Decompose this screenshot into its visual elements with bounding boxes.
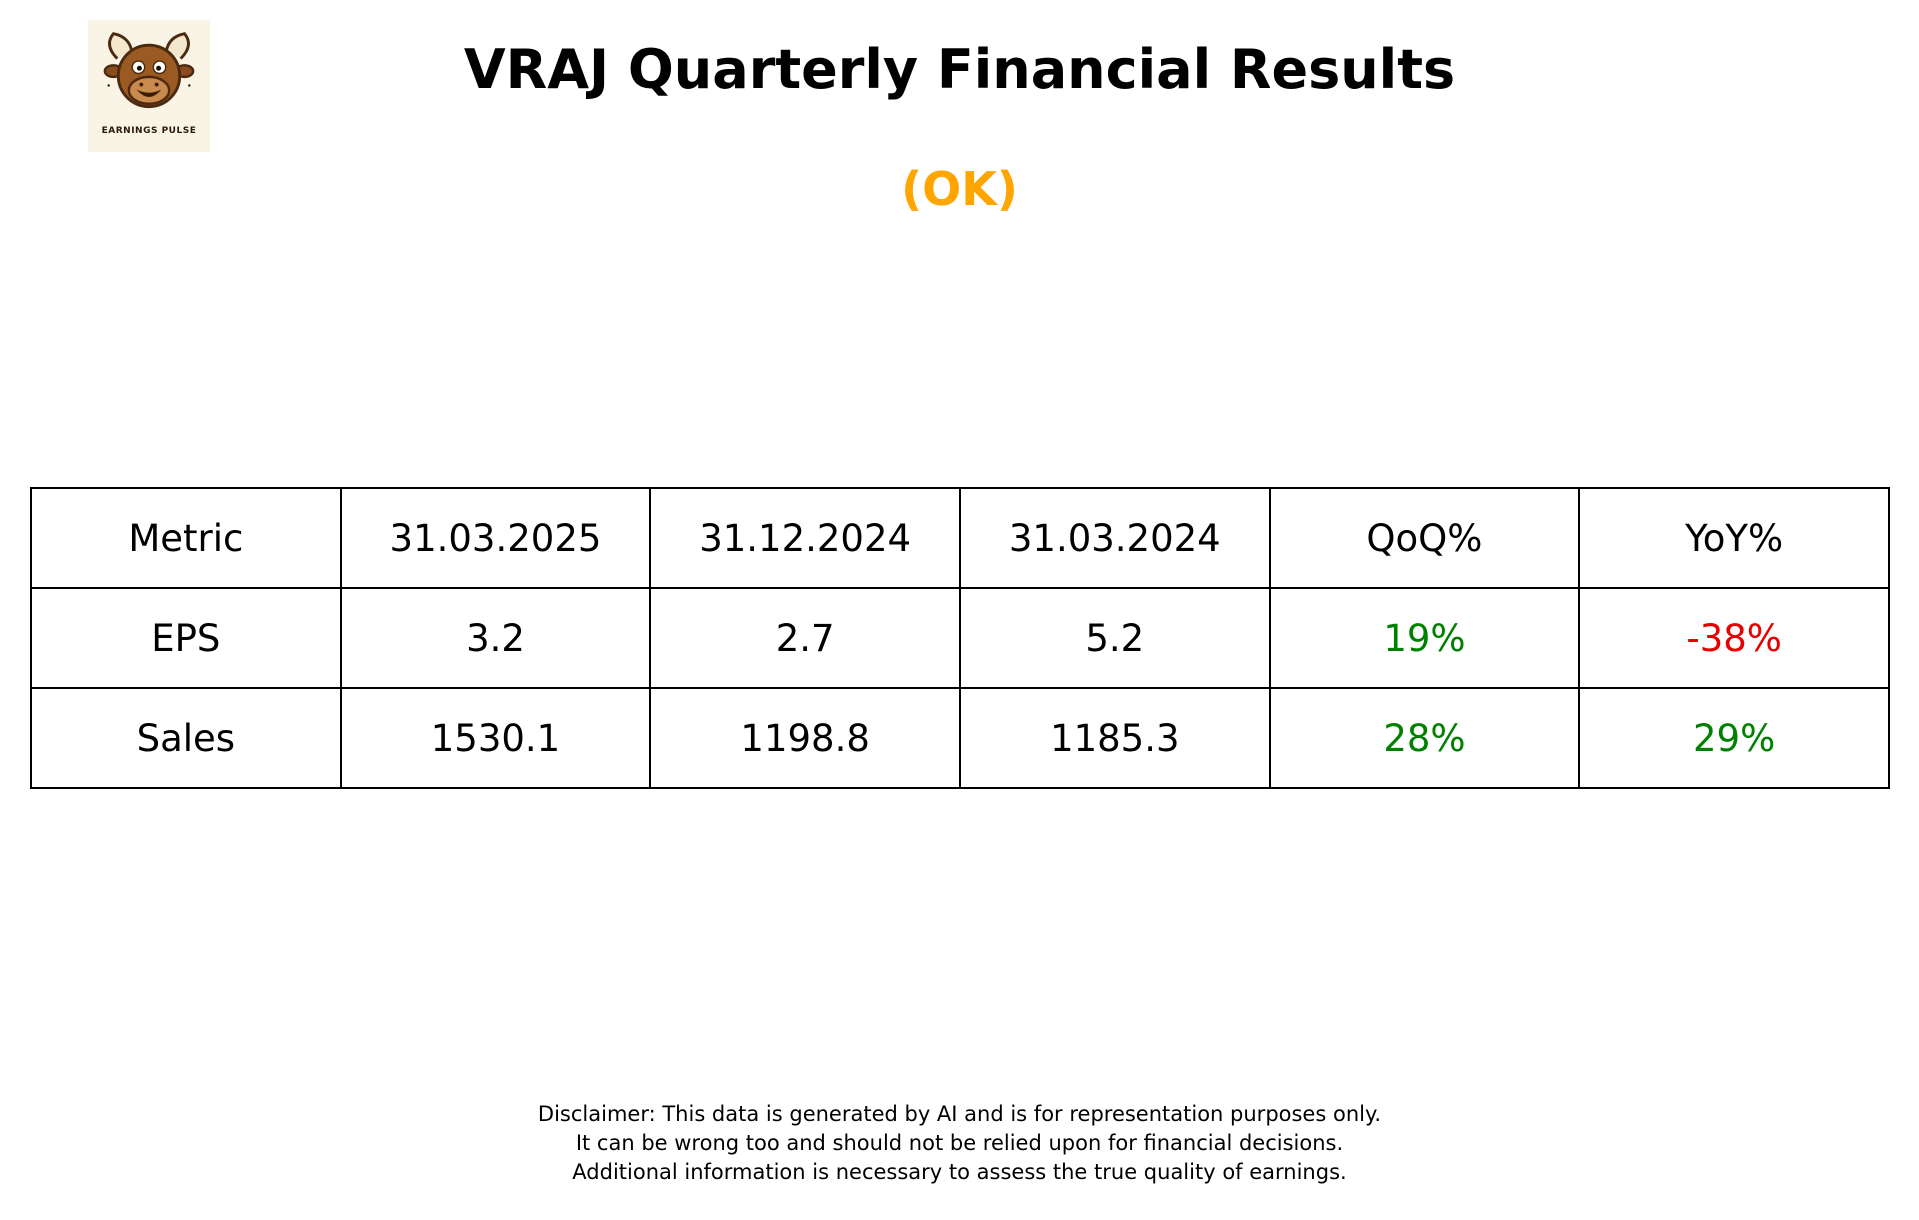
header-cell-period-2: 31.12.2024 [649,487,961,589]
logo-brand-text: EARNINGS PULSE [101,126,197,136]
value-cell: 2.7 [649,587,961,689]
status-label: (OK) [901,162,1018,216]
qoq-cell: 28% [1268,687,1581,789]
table-header-row: Metric 31.03.2025 31.12.2024 31.03.2024 … [30,487,1890,589]
qoq-cell: 19% [1268,587,1581,689]
table-row-sales: Sales 1530.1 1198.8 1185.3 28% 29% [30,687,1890,789]
value-cell: 1198.8 [649,687,961,789]
header-cell-metric: Metric [30,487,342,589]
yoy-cell: 29% [1578,687,1890,789]
value-cell: 3.2 [339,587,652,689]
disclaimer-line-2: It can be wrong too and should not be re… [575,1131,1344,1155]
value-cell: 5.2 [958,587,1271,689]
page-title: VRAJ Quarterly Financial Results [463,38,1456,101]
value-cell: 1185.3 [958,687,1271,789]
header-cell-period-3: 31.03.2024 [958,487,1271,589]
metric-cell: Sales [30,687,342,789]
disclaimer-line-3: Additional information is necessary to a… [572,1160,1347,1184]
header-cell-qoq: QoQ% [1268,487,1581,589]
earnings-pulse-logo: EARNINGS PULSE [88,20,210,152]
disclaimer-line-1: Disclaimer: This data is generated by AI… [537,1102,1382,1126]
value-cell: 1530.1 [339,687,652,789]
header-cell-yoy: YoY% [1578,487,1890,589]
bull-icon [101,26,197,122]
financial-results-table: Metric 31.03.2025 31.12.2024 31.03.2024 … [30,487,1890,789]
yoy-cell: -38% [1578,587,1890,689]
metric-cell: EPS [30,587,342,689]
table-row-eps: EPS 3.2 2.7 5.2 19% -38% [30,587,1890,689]
header-cell-period-1: 31.03.2025 [339,487,652,589]
disclaimer: Disclaimer: This data is generated by AI… [0,1100,1919,1187]
